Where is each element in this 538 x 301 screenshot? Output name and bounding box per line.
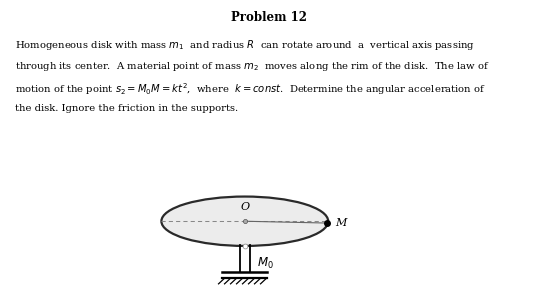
Text: the disk. Ignore the friction in the supports.: the disk. Ignore the friction in the sup… [15, 104, 238, 113]
Ellipse shape [161, 197, 328, 246]
Text: motion of the point $s_2 = M_0M = kt^2$,  where  $k = const$.  Determine the ang: motion of the point $s_2 = M_0M = kt^2$,… [15, 82, 486, 97]
Text: $M_0$: $M_0$ [257, 256, 274, 271]
Text: O: O [240, 202, 249, 212]
Text: M: M [335, 218, 346, 228]
Text: Problem 12: Problem 12 [231, 11, 307, 23]
Text: Homogeneous disk with mass $m_1$  and radius $R$  can rotate around  a  vertical: Homogeneous disk with mass $m_1$ and rad… [15, 38, 475, 52]
Text: through its center.  A material point of mass $m_2$  moves along the rim of the : through its center. A material point of … [15, 60, 490, 73]
